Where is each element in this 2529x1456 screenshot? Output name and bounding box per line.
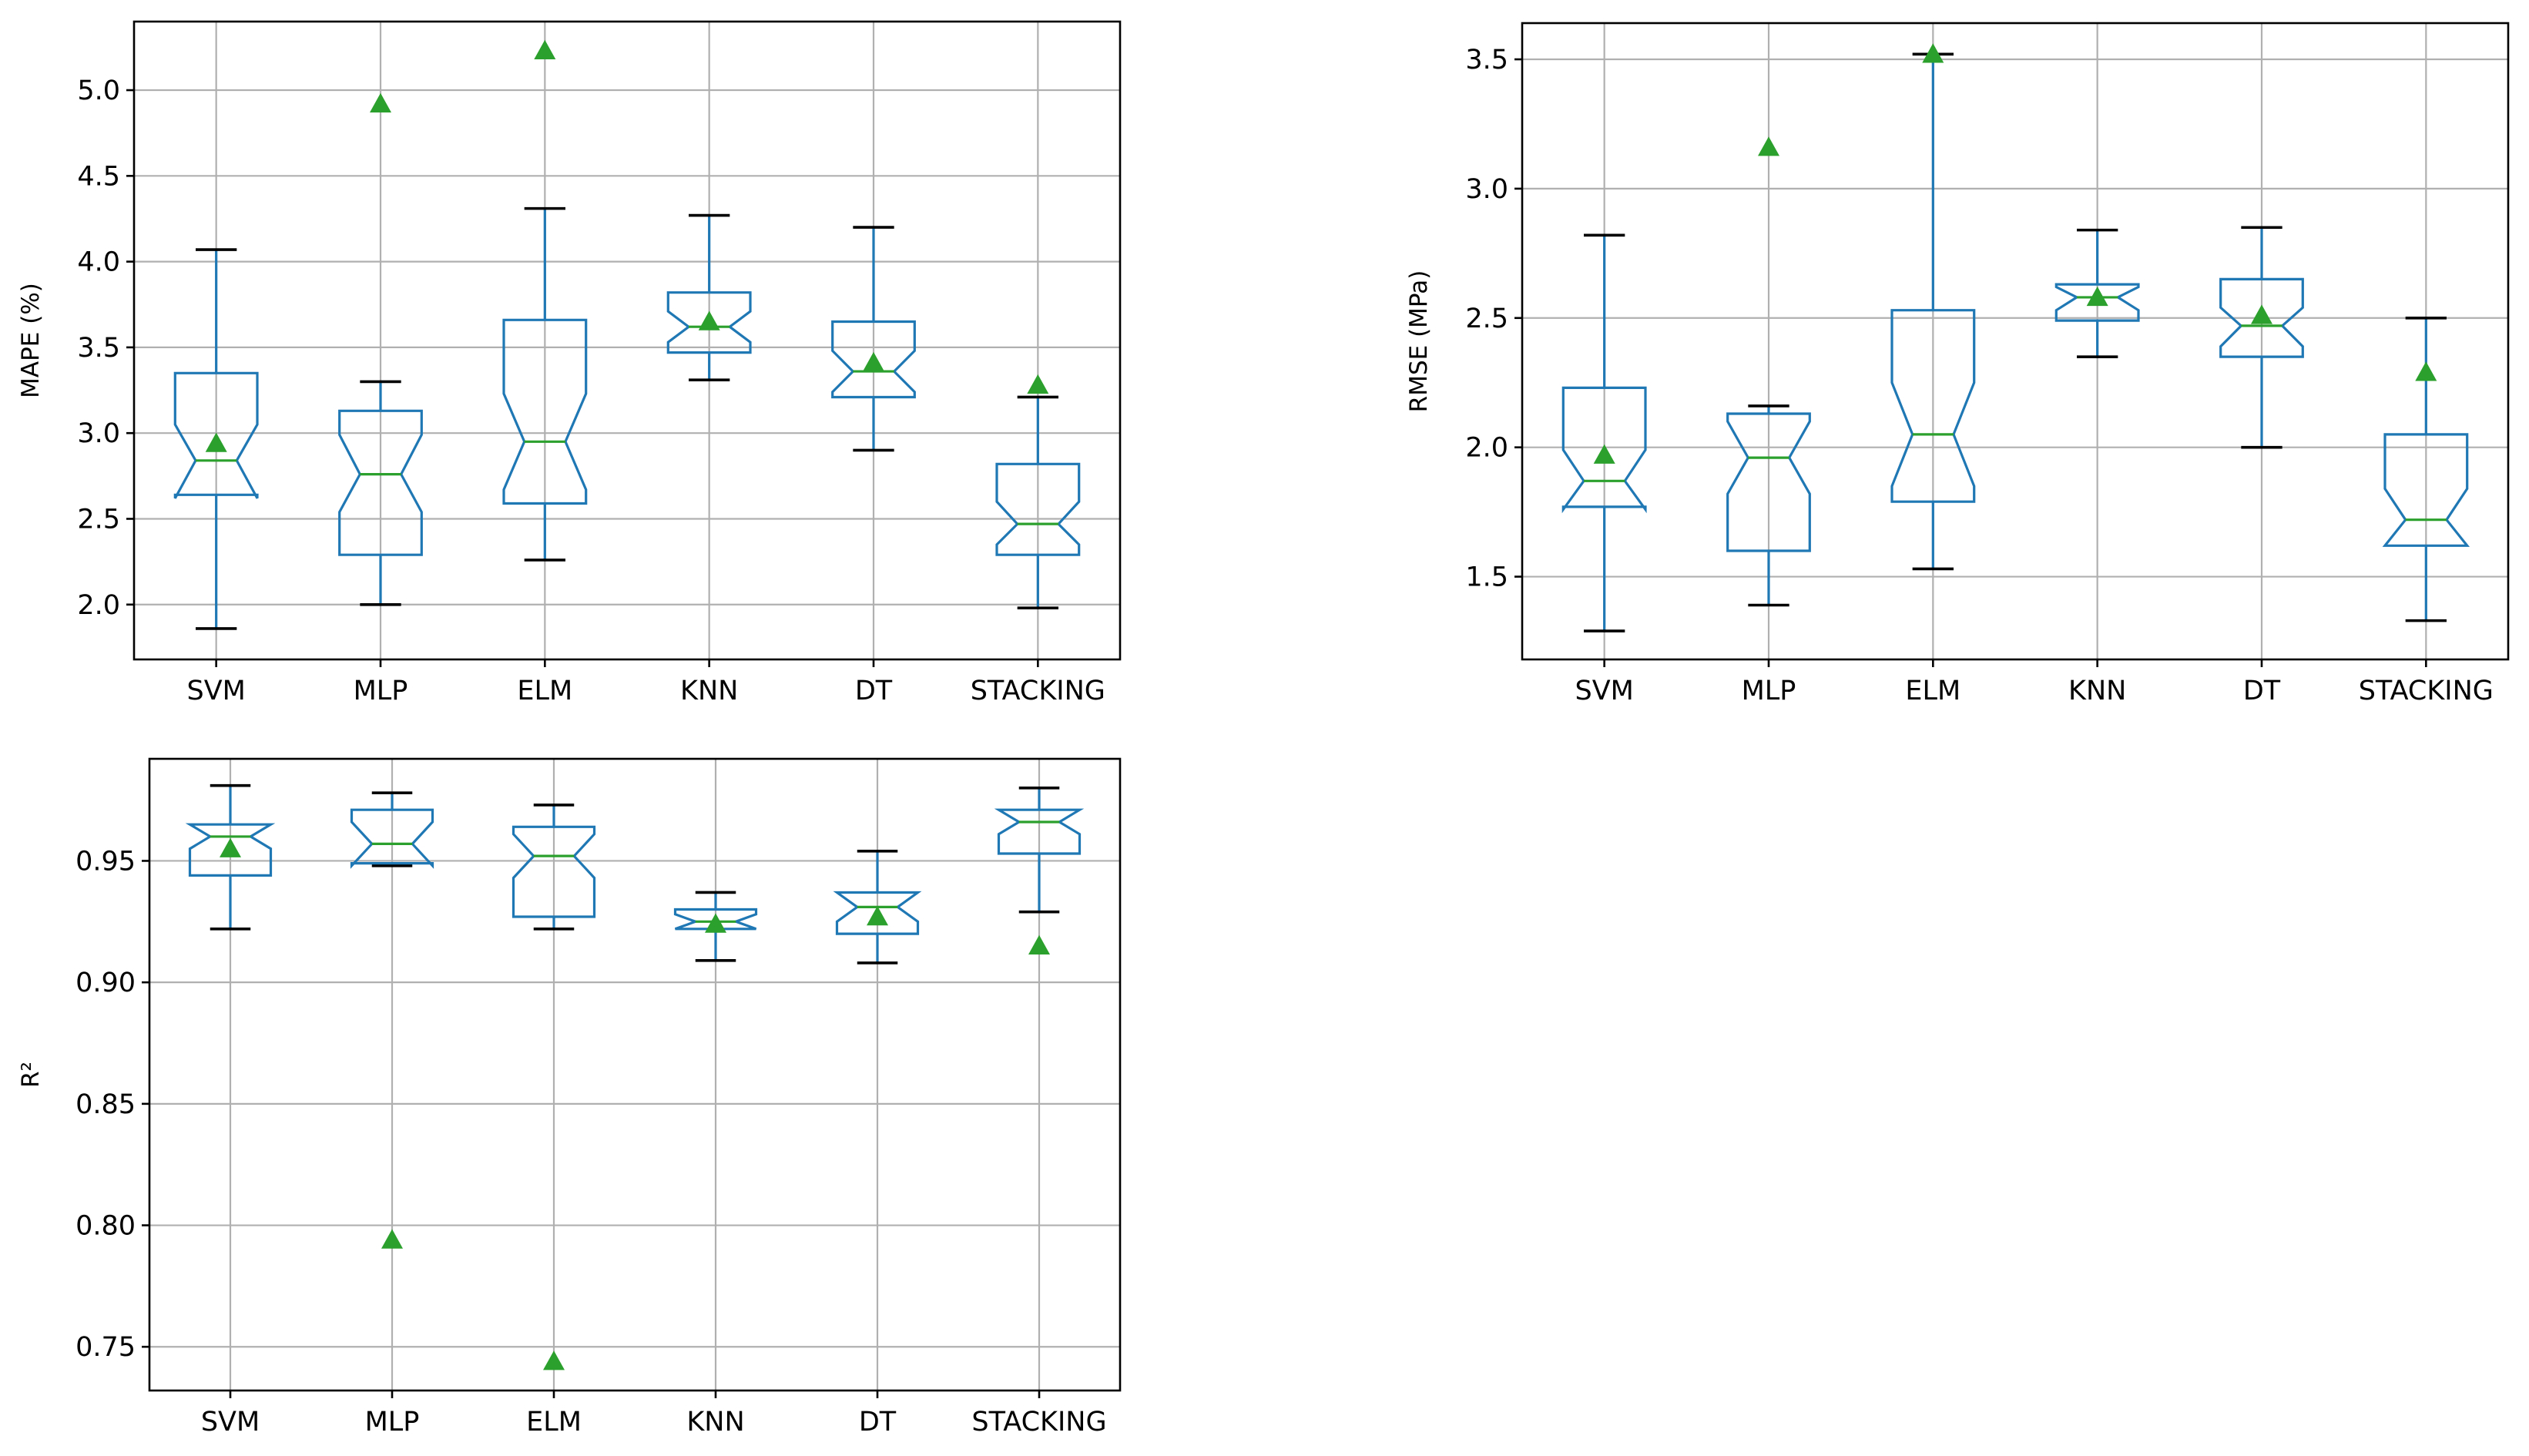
mape-ytick-label: 2.0 bbox=[77, 590, 120, 621]
mape-mlp-mean-marker bbox=[370, 92, 391, 112]
r2-knn-box bbox=[673, 907, 758, 931]
mape-panel: 2.0 2.5 3.0 3.5 4.0 4.5 5.0 SVM MLP ELM KNN DT STACK… bbox=[17, 20, 1122, 706]
rmse-xtick-label: STACKING bbox=[2359, 676, 2494, 706]
mape-ytick-label: 3.0 bbox=[77, 418, 120, 449]
rmse-svm-mean-marker bbox=[1593, 444, 1615, 464]
r2-knn-mean-marker bbox=[705, 913, 726, 933]
mape-ytick-label: 5.0 bbox=[77, 75, 120, 106]
rmse-ytick-label: 2.0 bbox=[1465, 433, 1508, 464]
mape-xtick-label: ELM bbox=[517, 676, 572, 706]
r2-ytick-label: 0.85 bbox=[75, 1089, 136, 1120]
mape-ytick-label: 4.0 bbox=[77, 247, 120, 278]
rmse-xtick-label: SVM bbox=[1575, 676, 1633, 706]
mape-xtick-label: STACKING bbox=[971, 676, 1105, 706]
r2-xtick-label: STACKING bbox=[971, 1407, 1106, 1438]
rmse-stacking-mean-marker bbox=[2415, 361, 2437, 381]
rmse-ytick-label: 1.5 bbox=[1465, 562, 1508, 593]
rmse-axes-frame bbox=[1521, 22, 2510, 661]
rmse-dt-mean-marker bbox=[2251, 304, 2272, 324]
r2-axes-frame bbox=[148, 757, 1122, 1392]
mape-elm-box bbox=[502, 318, 588, 505]
mape-xtick-label: KNN bbox=[680, 676, 738, 706]
mape-knn-box bbox=[666, 291, 752, 354]
rmse-stacking-box bbox=[2382, 433, 2470, 547]
r2-mlp-mean-marker bbox=[381, 1229, 403, 1249]
r2-xtick-label: ELM bbox=[526, 1407, 582, 1438]
r2-xtick-label: DT bbox=[859, 1407, 897, 1438]
rmse-xtick-label: ELM bbox=[1905, 676, 1960, 706]
mape-xtick-label: SVM bbox=[186, 676, 245, 706]
r2-elm-box bbox=[512, 825, 596, 918]
r2-ytick-label: 0.95 bbox=[75, 846, 136, 877]
rmse-mlp-mean-marker bbox=[1758, 136, 1779, 156]
rmse-mlp-box bbox=[1726, 412, 1811, 552]
mape-axes-frame bbox=[132, 20, 1122, 661]
mape-ytick-label: 3.5 bbox=[77, 333, 120, 364]
rmse-ytick-label: 3.0 bbox=[1465, 174, 1508, 205]
rmse-dt-box bbox=[2219, 277, 2304, 358]
mape-stacking-box bbox=[995, 462, 1081, 556]
r2-ytick-label: 0.80 bbox=[75, 1211, 136, 1242]
r2-mlp-box bbox=[350, 808, 434, 869]
mape-xtick-label: DT bbox=[855, 676, 893, 706]
r2-svm-box bbox=[185, 823, 276, 877]
r2-stacking-mean-marker bbox=[1028, 934, 1050, 954]
rmse-xtick-label: KNN bbox=[2068, 676, 2126, 706]
mape-dt-box bbox=[831, 320, 916, 399]
rmse-elm-mean-marker bbox=[1922, 43, 1944, 63]
mape-knn-mean-marker bbox=[698, 310, 720, 330]
mape-y-axis-label: MAPE (%) bbox=[17, 283, 45, 398]
mape-ytick-label: 4.5 bbox=[77, 161, 120, 192]
rmse-xtick-label: DT bbox=[2243, 676, 2281, 706]
rmse-y-axis-label: RMSE (MPa) bbox=[1405, 270, 1433, 413]
rmse-knn-box bbox=[2054, 283, 2140, 322]
mape-svm-box bbox=[173, 371, 259, 499]
mape-elm-mean-marker bbox=[534, 39, 556, 59]
r2-xtick-label: KNN bbox=[686, 1407, 744, 1438]
r2-dt-box bbox=[833, 891, 922, 935]
r2-ytick-label: 0.75 bbox=[75, 1332, 136, 1363]
rmse-panel: 1.5 2.0 2.5 3.0 3.5 SVM MLP ELM KNN DT STACKING RMS… bbox=[1405, 22, 2510, 706]
rmse-xtick-label: MLP bbox=[1742, 676, 1796, 706]
rmse-elm-box bbox=[1890, 309, 1976, 503]
rmse-ytick-label: 2.5 bbox=[1465, 304, 1508, 334]
r2-elm-mean-marker bbox=[543, 1350, 565, 1370]
r2-panel: 0.75 0.80 0.85 0.90 0.95 SVM MLP ELM KNN DT STACKI… bbox=[17, 757, 1122, 1438]
r2-y-axis-label: R² bbox=[17, 1062, 45, 1088]
rmse-ytick-label: 3.5 bbox=[1465, 45, 1508, 75]
mape-mlp-box bbox=[338, 409, 423, 556]
r2-ytick-label: 0.90 bbox=[75, 968, 136, 998]
rmse-svm-box bbox=[1561, 386, 1647, 514]
r2-xtick-label: MLP bbox=[365, 1407, 420, 1438]
mape-xtick-label: MLP bbox=[354, 676, 408, 706]
mape-stacking-mean-marker bbox=[1027, 374, 1049, 394]
r2-stacking-box bbox=[994, 808, 1085, 855]
r2-svm-mean-marker bbox=[220, 837, 241, 857]
r2-dt-mean-marker bbox=[867, 906, 888, 926]
mape-svm-mean-marker bbox=[205, 432, 227, 452]
rmse-knn-mean-marker bbox=[2086, 286, 2108, 307]
r2-xtick-label: SVM bbox=[201, 1407, 260, 1438]
mape-dt-mean-marker bbox=[863, 351, 884, 372]
mape-ytick-label: 2.5 bbox=[77, 504, 120, 535]
